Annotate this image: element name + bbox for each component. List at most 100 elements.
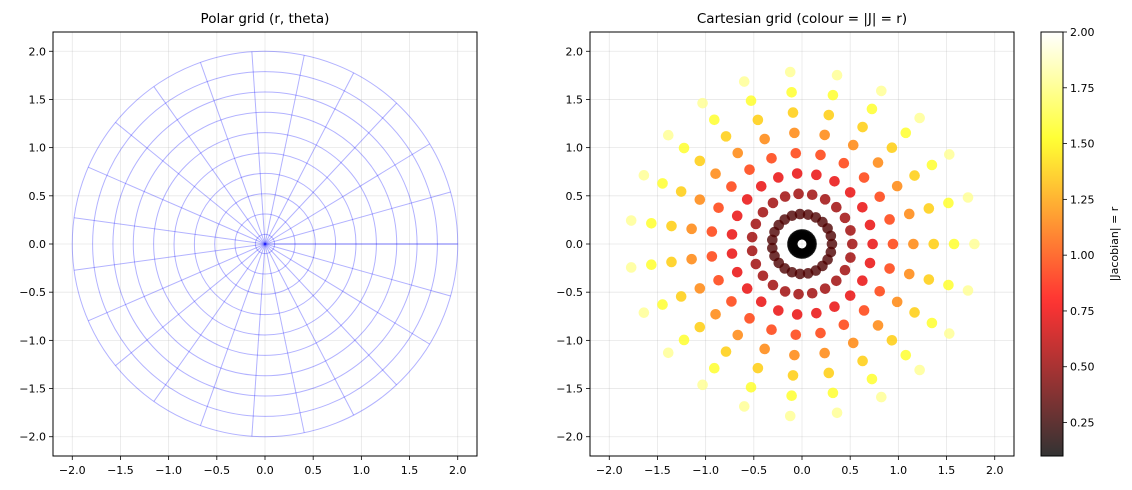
chart-title: Polar grid (r, theta) [201,11,330,27]
theta-line [115,243,266,367]
scatter-point [726,181,737,192]
x-tick-label: −0.5 [203,464,230,477]
scatter-point [858,305,870,316]
x-tick-label: −1.0 [692,464,719,477]
theta-line [264,243,355,416]
scatter-point [793,288,804,300]
theta-line [74,243,266,271]
scatter-point [844,290,856,301]
scatter-point [713,274,724,286]
x-tick-label: 0.0 [256,464,274,477]
scatter-point [874,191,886,203]
scatter-point [752,362,764,374]
scatter-point [746,231,758,243]
y-tick-label: −1.0 [19,334,46,347]
scatter-point [787,370,799,381]
theta-line [88,243,266,322]
scatter-point [744,313,755,324]
y-tick-label: 2.0 [566,45,584,58]
x-tick-label: 1.0 [353,464,371,477]
scatter-point [791,309,803,320]
y-tick-label: 1.0 [29,142,47,155]
scatter-point [662,129,674,141]
x-tick-label: −1.5 [107,464,134,477]
x-tick-label: 1.5 [401,464,419,477]
y-tick-label: 0.5 [29,190,47,203]
scatter-point [790,147,802,159]
scatter-point [823,109,835,121]
scatter-point [759,343,770,355]
theta-line [153,86,266,245]
radius-circle [132,111,398,377]
y-tick-label: 2.0 [29,45,47,58]
scatter-point [678,334,690,346]
y-tick-label: −1.5 [19,383,46,396]
scatter-point [876,85,887,97]
scatter-point [755,180,767,192]
scatter-point [686,253,697,265]
scatter-point [900,349,912,361]
scatter-point [900,127,912,139]
scatter-point [786,86,797,98]
scatter-point [757,270,769,282]
scatter-point [784,410,796,422]
scatter-point [847,238,858,250]
axes-frame [52,31,478,457]
gridlines [590,32,1014,456]
x-tick-label: −2.0 [596,464,623,477]
scatter-point [726,296,737,307]
scatter-point [675,291,687,302]
scatter-point [864,219,876,231]
scatter-point [962,285,974,296]
scatter-point [789,349,800,361]
colorbar: |Jacobian| = r 0.25 0.50 0.75 1.00 1.25 1.50 1… [1040,26,1121,457]
scatter-point [646,259,657,271]
radius-circle [173,152,357,336]
theta-line [264,72,355,245]
x-tick-label: 0.5 [841,464,859,477]
scatter-point [789,127,800,139]
radius-circle [193,172,337,316]
scatter-point [694,321,706,333]
scatter-point [741,194,753,205]
scatter-point [791,168,803,179]
scatter-point [864,257,876,269]
theta-line [264,55,305,245]
colorbar-label: |Jacobian| = r [1108,206,1121,281]
plot-area [625,66,980,422]
scatter-point [779,191,791,202]
scatter-point [944,149,955,160]
colorbar-tick-label: 1.50 [1070,138,1095,151]
scatter-point [657,178,668,189]
scatter-point [706,226,718,237]
axes-frame [589,31,1015,457]
colorbar-gradient [1041,32,1063,456]
theta-line [264,143,430,245]
x-tick-label: 1.0 [890,464,908,477]
scatter-point [731,266,743,278]
scatter-point [831,69,843,81]
cartesian-scatter-axes: Cartesian grid (colour = |J| = r) −2.0 −2… [556,11,1015,477]
x-tick-label: −1.5 [644,464,671,477]
scatter-point [845,225,856,236]
y-tick-label: 0.0 [566,238,584,251]
scatter-point [867,238,878,250]
radius-circle [112,91,418,397]
scatter-point [666,220,677,232]
scatter-point [766,324,777,336]
scatter-point [710,168,721,179]
scatter-point [646,217,657,229]
scatter-point [872,320,884,331]
scatter-point [891,180,903,192]
scatter-point [697,379,708,391]
chart-title: Cartesian grid (colour = |J| = r) [697,11,907,27]
scatter-point [773,305,784,316]
scatter-point [811,169,822,181]
radius-circle [214,193,316,295]
scatter-point [903,268,915,280]
theta-line [153,243,266,402]
scatter-point [802,209,814,220]
scatter-point [844,187,856,198]
scatter-point [819,129,830,141]
scatter-point [732,147,744,159]
